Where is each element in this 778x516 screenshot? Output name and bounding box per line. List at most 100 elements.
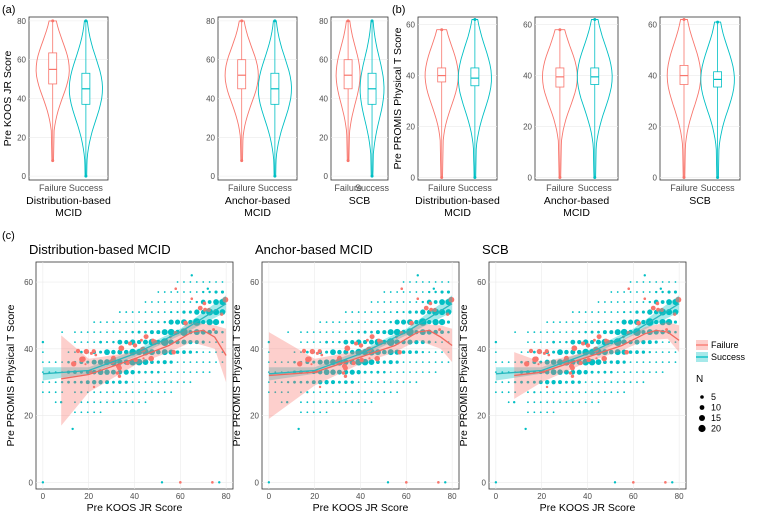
y-tick-label: 20 xyxy=(523,123,532,132)
box-failure xyxy=(679,64,689,85)
data-point-success xyxy=(401,350,406,354)
data-point-failure xyxy=(368,357,371,360)
data-point-success xyxy=(382,330,387,335)
data-point-success xyxy=(591,391,593,394)
data-point-success xyxy=(629,291,632,293)
data-point-success xyxy=(267,351,270,354)
data-point-success xyxy=(628,350,633,354)
data-point-success xyxy=(41,371,44,374)
data-point-success xyxy=(527,391,529,394)
data-point-success xyxy=(527,341,529,344)
data-point-failure xyxy=(656,307,661,312)
data-point-success xyxy=(396,291,399,293)
y-tick-label: 0 xyxy=(324,172,329,181)
box-failure xyxy=(343,59,353,90)
data-point-success xyxy=(80,401,83,404)
data-point-success xyxy=(79,380,83,384)
data-point-success xyxy=(54,361,57,364)
data-point-success xyxy=(125,391,128,394)
y-tick-label: 60 xyxy=(477,278,486,287)
data-point-failure xyxy=(432,307,437,313)
violin-facet-2 xyxy=(217,16,298,181)
data-point-success xyxy=(323,359,330,365)
trend-line-failure xyxy=(61,329,227,380)
data-point-success xyxy=(344,380,348,384)
data-point-success xyxy=(642,371,645,374)
data-point-success xyxy=(389,320,392,324)
data-point-success xyxy=(201,319,206,325)
data-point-failure xyxy=(132,343,138,348)
data-point-failure xyxy=(91,349,96,354)
facet-x-label: MCID xyxy=(444,207,471,219)
data-point-success xyxy=(604,311,606,313)
data-point-success xyxy=(648,350,651,354)
data-point-failure xyxy=(318,385,322,389)
legend-size-label: 15 xyxy=(711,413,721,423)
scatter-facet-3 xyxy=(488,261,687,490)
x-tick-label: Failure xyxy=(39,183,67,193)
data-point-success xyxy=(665,318,673,326)
data-point-failure xyxy=(659,307,664,313)
data-point-success xyxy=(195,300,199,304)
legend-size-dot xyxy=(700,395,704,399)
data-point-success xyxy=(571,380,575,384)
data-point-success xyxy=(673,290,678,294)
data-point-success xyxy=(590,370,594,374)
data-point-success xyxy=(641,339,646,345)
data-point-failure xyxy=(570,374,575,378)
data-point-failure xyxy=(636,320,641,326)
y-tick-label: 0 xyxy=(29,478,34,487)
data-point-success xyxy=(415,291,418,293)
x-tick-label: Failure xyxy=(428,183,456,193)
data-point-success xyxy=(349,369,355,375)
data-point-success xyxy=(494,371,497,374)
data-point-success xyxy=(162,360,167,365)
data-point-success xyxy=(539,411,542,414)
data-point-success xyxy=(671,481,674,484)
data-point-success xyxy=(440,330,444,334)
data-point-success xyxy=(427,340,431,344)
y-tick-label: 80 xyxy=(319,17,328,26)
data-point-success xyxy=(595,359,602,366)
data-point-success xyxy=(293,360,296,364)
data-point-failure xyxy=(341,371,346,375)
y-tick-label: 0 xyxy=(255,478,260,487)
data-point-success xyxy=(546,331,549,334)
y-axis-label: Pre PROMIS Physical T Score xyxy=(231,304,243,446)
data-point-success xyxy=(215,361,217,364)
data-point-success xyxy=(647,340,652,345)
data-point-success xyxy=(364,401,366,404)
data-point-success xyxy=(189,371,192,374)
y-tick-label: 20 xyxy=(17,133,26,142)
data-point-success xyxy=(285,401,289,404)
data-point-success xyxy=(160,481,164,484)
data-point-failure xyxy=(71,361,77,367)
data-point-success xyxy=(337,349,342,355)
facet-frame xyxy=(534,16,619,181)
legend-size-dot xyxy=(698,424,706,433)
legend-size-dot xyxy=(699,405,705,410)
facet-x-label: SCB xyxy=(689,195,711,207)
x-tick-label: 20 xyxy=(84,492,93,501)
data-point-success xyxy=(584,311,587,313)
data-point-success xyxy=(168,319,174,325)
data-point-failure xyxy=(542,351,546,355)
y-tick-label: 60 xyxy=(319,56,328,65)
data-point-success xyxy=(183,281,185,283)
data-point-success xyxy=(357,381,360,384)
data-point-success xyxy=(131,401,134,404)
data-point-success xyxy=(280,361,283,364)
data-point-success xyxy=(370,370,373,374)
y-tick-label: 40 xyxy=(24,345,33,354)
data-point-failure xyxy=(75,348,81,354)
data-point-success xyxy=(609,360,613,364)
data-point-failure xyxy=(536,348,543,355)
data-point-success xyxy=(189,381,192,384)
data-point-success xyxy=(99,391,102,394)
y-tick-label: 60 xyxy=(250,278,259,287)
data-point-success xyxy=(144,321,147,324)
y-tick-label: 60 xyxy=(206,56,215,65)
data-point-success xyxy=(616,311,619,313)
data-point-success xyxy=(323,369,330,376)
y-tick-label: 20 xyxy=(319,133,328,142)
